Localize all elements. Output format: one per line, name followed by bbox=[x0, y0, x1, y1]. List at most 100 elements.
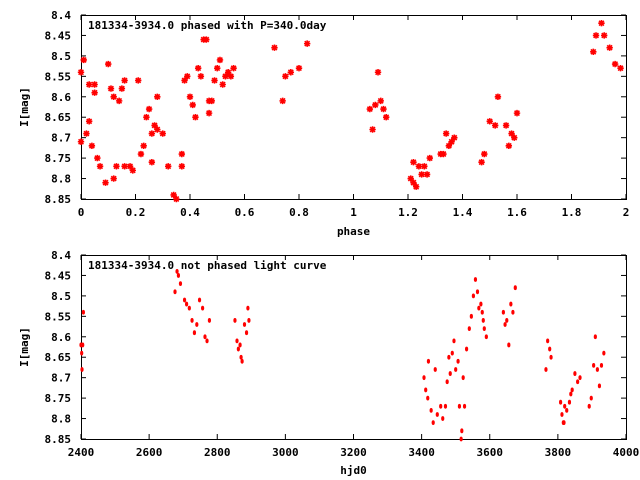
data-point bbox=[448, 138, 455, 145]
y-tick-label: 8.4 bbox=[51, 9, 71, 22]
data-point bbox=[443, 403, 448, 409]
data-point bbox=[513, 109, 521, 117]
data-point bbox=[595, 367, 599, 372]
data-point bbox=[129, 167, 136, 174]
data-point bbox=[511, 134, 518, 141]
data-point bbox=[441, 416, 445, 421]
data-point bbox=[456, 358, 460, 364]
data-point bbox=[426, 395, 430, 401]
data-point bbox=[233, 318, 237, 323]
data-point bbox=[431, 420, 435, 426]
data-point bbox=[159, 130, 166, 137]
data-point bbox=[478, 159, 485, 166]
data-point bbox=[410, 159, 417, 166]
data-point bbox=[110, 175, 117, 182]
x-tick-label: 3800 bbox=[545, 446, 572, 459]
data-point bbox=[422, 375, 426, 381]
data-point bbox=[246, 305, 250, 311]
data-point bbox=[423, 171, 431, 178]
data-point bbox=[115, 97, 123, 105]
data-point bbox=[592, 363, 596, 368]
y-tick-label: 8.6 bbox=[51, 331, 71, 344]
data-point bbox=[601, 32, 608, 39]
data-point bbox=[192, 330, 197, 336]
data-point bbox=[598, 19, 605, 27]
y-tick-label: 8.55 bbox=[45, 70, 72, 83]
data-point bbox=[486, 118, 493, 125]
data-point bbox=[173, 289, 177, 295]
data-point bbox=[77, 138, 85, 145]
data-point bbox=[118, 85, 126, 92]
data-point bbox=[80, 56, 87, 64]
data-point bbox=[189, 101, 196, 109]
data-point bbox=[611, 60, 619, 68]
data-point bbox=[81, 342, 85, 348]
y-tick-label: 8.45 bbox=[45, 269, 72, 282]
x-tick-label: 0.8 bbox=[289, 206, 309, 219]
data-point bbox=[494, 93, 502, 100]
data-point bbox=[562, 420, 566, 426]
data-point bbox=[91, 89, 98, 96]
y-tick-label: 8.6 bbox=[51, 91, 71, 104]
data-point bbox=[247, 318, 251, 323]
data-point bbox=[412, 183, 420, 190]
data-point bbox=[374, 69, 382, 76]
data-point bbox=[505, 318, 509, 323]
data-point bbox=[303, 40, 311, 47]
data-point bbox=[366, 105, 374, 113]
x-tick-label: 4000 bbox=[613, 446, 640, 459]
data-point bbox=[121, 77, 128, 84]
data-point bbox=[81, 309, 85, 315]
data-point bbox=[513, 285, 517, 291]
data-point bbox=[137, 150, 145, 158]
data-point bbox=[282, 73, 289, 80]
data-point bbox=[96, 163, 104, 170]
x-tick-label: 1.4 bbox=[453, 206, 473, 219]
y-axis-label: I[mag] bbox=[18, 87, 31, 127]
data-point bbox=[287, 69, 295, 76]
data-point bbox=[480, 309, 484, 315]
data-point bbox=[176, 273, 181, 278]
data-point bbox=[439, 403, 443, 409]
data-point bbox=[377, 97, 384, 105]
data-point bbox=[418, 171, 425, 178]
data-point bbox=[165, 163, 172, 170]
data-point bbox=[544, 367, 548, 372]
data-point bbox=[107, 85, 115, 92]
x-tick-label: 2600 bbox=[136, 446, 163, 459]
x-tick-label: 2800 bbox=[204, 446, 231, 459]
data-point bbox=[197, 73, 205, 80]
data-point bbox=[187, 305, 191, 311]
x-tick-label: 1 bbox=[350, 206, 357, 219]
data-point bbox=[450, 350, 454, 356]
chart-title: 181334-3934.0 phased with P=340.0day bbox=[88, 19, 327, 32]
data-point bbox=[559, 399, 563, 405]
x-tick-label: 1.6 bbox=[507, 206, 527, 219]
x-tick-label: 3400 bbox=[408, 446, 435, 459]
data-point bbox=[126, 163, 134, 170]
data-point bbox=[593, 334, 597, 340]
x-tick-label: 0.6 bbox=[235, 206, 255, 219]
data-point bbox=[460, 428, 464, 434]
data-point bbox=[197, 297, 202, 303]
data-point bbox=[154, 126, 161, 133]
x-axis-label: hjd0 bbox=[340, 464, 367, 477]
data-point bbox=[565, 407, 569, 413]
data-point bbox=[211, 77, 218, 84]
data-point bbox=[227, 73, 235, 80]
data-point bbox=[235, 338, 239, 344]
x-tick-label: 0 bbox=[78, 206, 85, 219]
data-point bbox=[549, 354, 553, 360]
data-point bbox=[501, 309, 505, 315]
y-tick-label: 8.5 bbox=[51, 50, 71, 63]
data-point bbox=[546, 338, 550, 344]
data-point bbox=[195, 322, 199, 327]
chart-title: 181334-3934.0 not phased light curve bbox=[88, 259, 327, 272]
y-tick-label: 8.55 bbox=[45, 310, 72, 323]
data-point bbox=[88, 142, 96, 150]
data-point bbox=[479, 301, 483, 307]
data-point bbox=[606, 44, 613, 51]
data-point bbox=[170, 191, 177, 199]
data-point bbox=[77, 69, 85, 76]
